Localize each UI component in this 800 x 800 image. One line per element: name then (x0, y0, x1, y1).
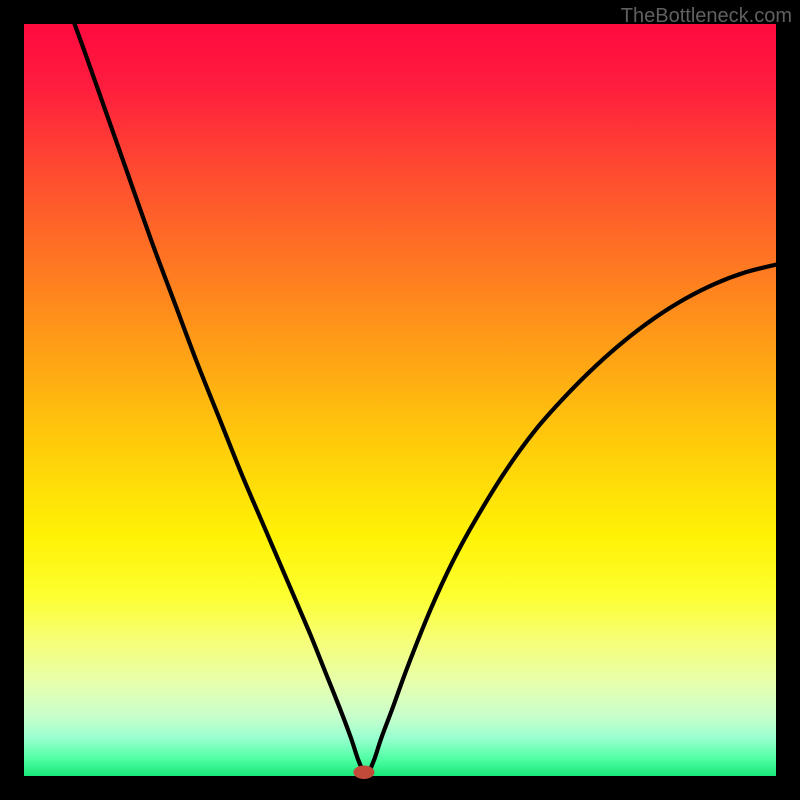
bottleneck-chart: TheBottleneck.com (0, 0, 800, 800)
chart-plot-area (24, 24, 776, 776)
attribution-text: TheBottleneck.com (621, 5, 792, 27)
vertex-marker (353, 765, 374, 779)
chart-svg: TheBottleneck.com (0, 0, 800, 800)
